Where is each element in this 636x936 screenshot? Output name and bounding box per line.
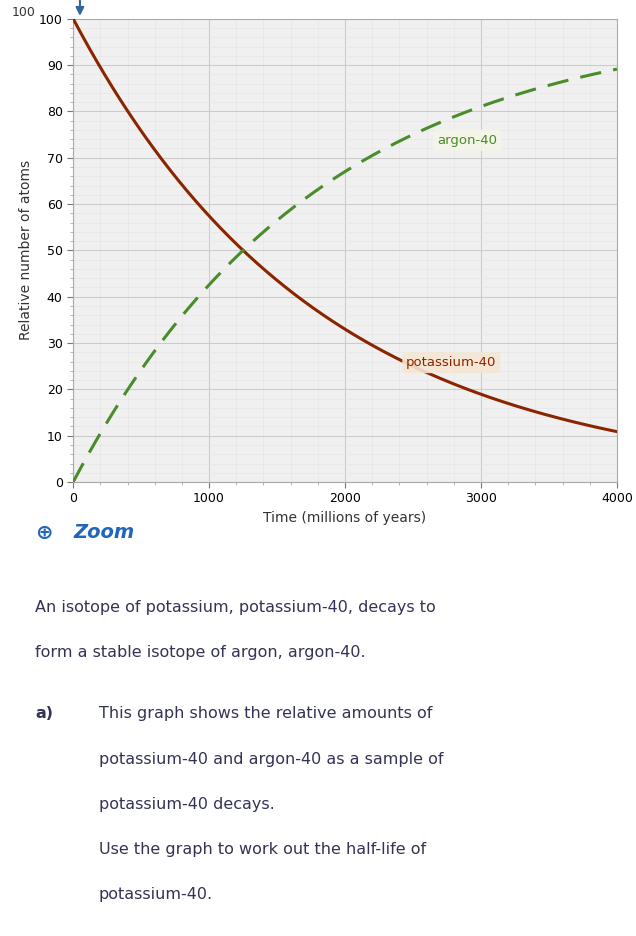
Text: form a stable isotope of argon, argon-40.: form a stable isotope of argon, argon-40…: [35, 646, 366, 661]
Text: a): a): [35, 707, 53, 722]
X-axis label: Time (millions of years): Time (millions of years): [263, 511, 427, 525]
Text: potassium-40: potassium-40: [406, 357, 497, 369]
Text: argon-40: argon-40: [438, 134, 497, 147]
Text: potassium-40.: potassium-40.: [99, 887, 212, 902]
Text: Zoom: Zoom: [73, 522, 134, 542]
Text: potassium-40 and argon-40 as a sample of: potassium-40 and argon-40 as a sample of: [99, 752, 443, 767]
Text: Use the graph to work out the half-life of: Use the graph to work out the half-life …: [99, 842, 425, 857]
Text: ⊕: ⊕: [35, 522, 53, 543]
Text: An isotope of potassium, potassium-40, decays to: An isotope of potassium, potassium-40, d…: [35, 600, 436, 615]
Text: This graph shows the relative amounts of: This graph shows the relative amounts of: [99, 707, 432, 722]
Text: potassium-40 decays.: potassium-40 decays.: [99, 797, 274, 812]
Text: 100: 100: [11, 6, 35, 19]
Y-axis label: Relative number of atoms: Relative number of atoms: [19, 160, 33, 341]
